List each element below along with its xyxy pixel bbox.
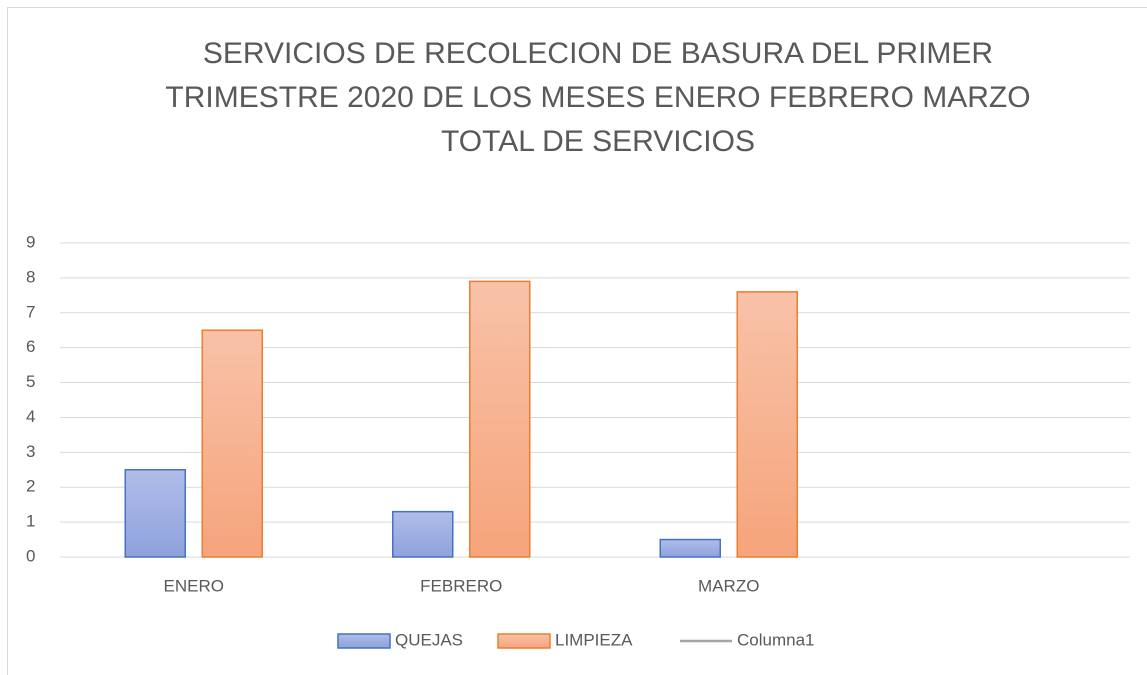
bar <box>736 291 798 558</box>
legend-label: LIMPIEZA <box>555 630 633 649</box>
chart-title: TRIMESTRE 2020 DE LOS MESES ENERO FEBRER… <box>165 81 1030 114</box>
y-tick-label: 4 <box>26 407 35 426</box>
legend-label: Columna1 <box>737 630 815 649</box>
y-tick-label: 5 <box>26 372 35 391</box>
x-tick-label: ENERO <box>164 576 224 595</box>
bar <box>659 538 721 558</box>
legend-swatch <box>497 633 551 649</box>
y-tick-label: 9 <box>26 232 35 251</box>
legend-label: QUEJAS <box>395 630 463 649</box>
bar <box>469 280 531 558</box>
bar <box>201 329 263 558</box>
bar <box>124 469 186 558</box>
y-tick-label: 2 <box>26 477 35 496</box>
y-tick-label: 6 <box>26 337 35 356</box>
bar <box>392 510 454 558</box>
x-tick-label: FEBRERO <box>420 576 502 595</box>
legend-swatch <box>337 633 391 649</box>
y-tick-label: 3 <box>26 442 35 461</box>
y-tick-label: 8 <box>26 267 35 286</box>
chart-title: TOTAL DE SERVICIOS <box>441 125 755 158</box>
y-tick-label: 1 <box>26 512 35 531</box>
chart-border <box>7 7 1147 675</box>
y-tick-label: 7 <box>26 302 35 321</box>
x-tick-label: MARZO <box>698 576 759 595</box>
chart-title: SERVICIOS DE RECOLECION DE BASURA DEL PR… <box>203 37 993 70</box>
y-tick-label: 0 <box>26 546 35 565</box>
